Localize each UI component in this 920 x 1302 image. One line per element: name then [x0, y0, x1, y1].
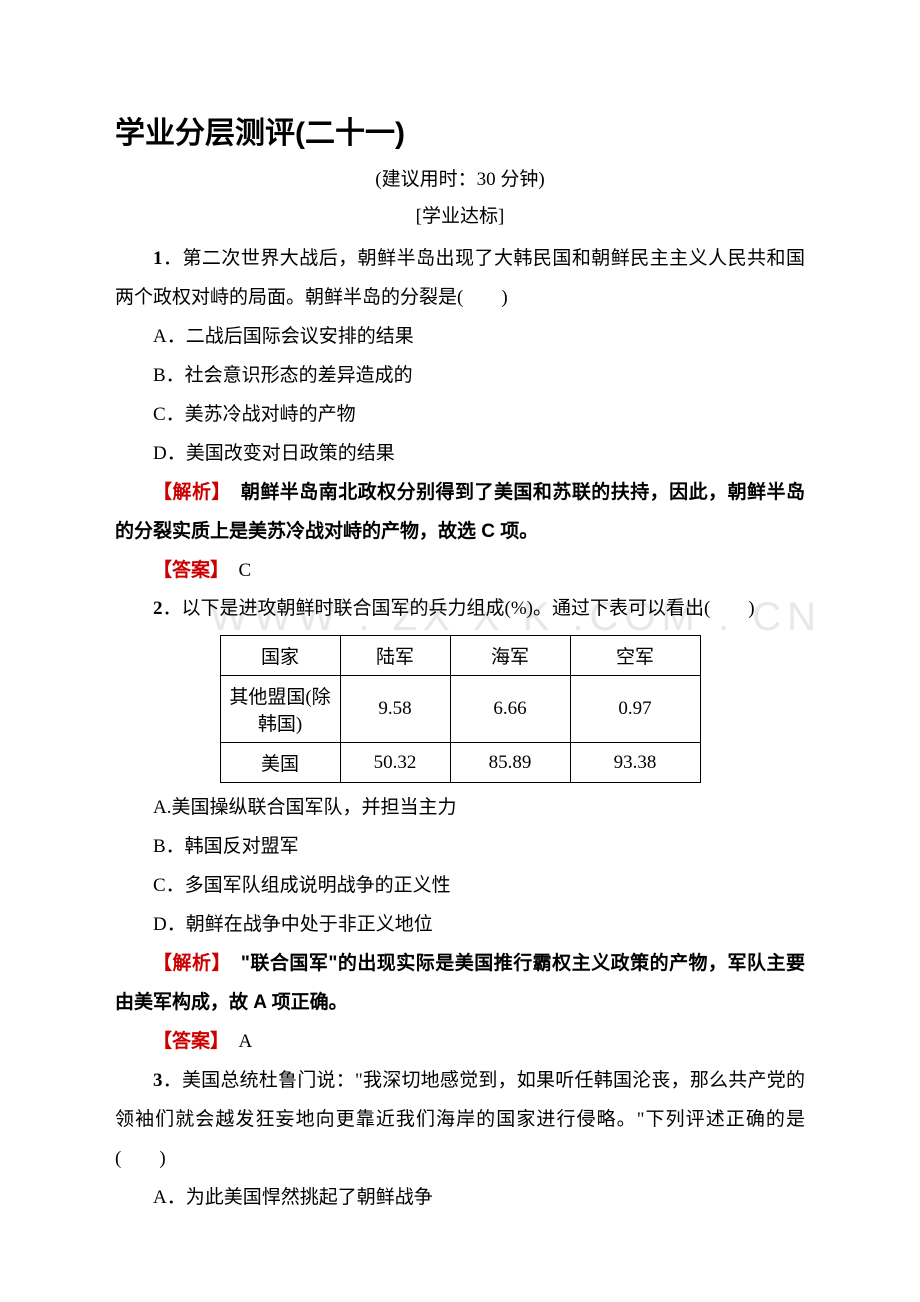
page-title: 学业分层测评(二十一): [115, 108, 805, 152]
q3-option-a: A．为此美国悍然挑起了朝鲜战争: [115, 1179, 805, 1218]
q3-stem-text: ．美国总统杜鲁门说："我深切地感觉到，如果听任韩国沦丧，那么共产党的领袖们就会越…: [115, 1070, 805, 1169]
q1-option-c: C．美苏冷战对峙的产物: [115, 396, 805, 435]
q2-answer: 【答案】 A: [115, 1023, 805, 1062]
cell-allies-air: 0.97: [570, 676, 700, 743]
analysis-label: 【解析】: [153, 482, 221, 503]
table-header-row: 国家 陆军 海军 空军: [220, 636, 700, 676]
q1-answer: 【答案】 C: [115, 552, 805, 591]
section-label: [学业达标]: [115, 201, 805, 228]
q1-analysis: 【解析】 朝鲜半岛南北政权分别得到了美国和苏联的扶持，因此，朝鲜半岛的分裂实质上…: [115, 474, 805, 552]
q3-number: 3: [153, 1070, 163, 1091]
cell-allies-army: 9.58: [340, 676, 450, 743]
q1-option-a: A．二战后国际会议安排的结果: [115, 318, 805, 357]
q3-stem: 3．美国总统杜鲁门说："我深切地感觉到，如果听任韩国沦丧，那么共产党的领袖们就会…: [115, 1062, 805, 1179]
q1-stem: 1．第二次世界大战后，朝鲜半岛出现了大韩民国和朝鲜民主主义人民共和国两个政权对峙…: [115, 240, 805, 318]
th-navy: 海军: [450, 636, 570, 676]
cell-allies: 其他盟国(除韩国): [220, 676, 340, 743]
cell-usa-army: 50.32: [340, 743, 450, 783]
answer-label: 【答案】: [153, 1031, 220, 1052]
q2-option-a: A.美国操纵联合国军队，并担当主力: [115, 789, 805, 828]
q2-answer-text: A: [220, 1031, 253, 1052]
table-row: 其他盟国(除韩国) 9.58 6.66 0.97: [220, 676, 700, 743]
cell-usa-navy: 85.89: [450, 743, 570, 783]
q2-analysis: 【解析】 "联合国军"的出现实际是美国推行霸权主义政策的产物，军队主要由美军构成…: [115, 945, 805, 1023]
time-suggestion: (建议用时：30 分钟): [115, 164, 805, 191]
q2-stem: 2．以下是进攻朝鲜时联合国军的兵力组成(%)。通过下表可以看出( ): [115, 590, 805, 629]
q2-table: 国家 陆军 海军 空军 其他盟国(除韩国) 9.58 6.66 0.97 美国 …: [220, 635, 701, 783]
cell-usa: 美国: [220, 743, 340, 783]
q2-option-d: D．朝鲜在战争中处于非正义地位: [115, 906, 805, 945]
q1-number: 1: [153, 248, 163, 269]
table-row: 美国 50.32 85.89 93.38: [220, 743, 700, 783]
q1-answer-text: C: [220, 560, 252, 581]
th-army: 陆军: [340, 636, 450, 676]
q1-option-d: D．美国改变对日政策的结果: [115, 435, 805, 474]
q2-stem-text: ．以下是进攻朝鲜时联合国军的兵力组成(%)。通过下表可以看出( ): [163, 598, 755, 619]
analysis-label: 【解析】: [153, 953, 221, 974]
th-country: 国家: [220, 636, 340, 676]
th-airforce: 空军: [570, 636, 700, 676]
page-content: 学业分层测评(二十一) (建议用时：30 分钟) [学业达标] 1．第二次世界大…: [115, 108, 805, 1218]
q2-number: 2: [153, 598, 163, 619]
q1-stem-text: ．第二次世界大战后，朝鲜半岛出现了大韩民国和朝鲜民主主义人民共和国两个政权对峙的…: [115, 248, 805, 308]
answer-label: 【答案】: [153, 560, 220, 581]
q2-option-c: C．多国军队组成说明战争的正义性: [115, 867, 805, 906]
cell-usa-air: 93.38: [570, 743, 700, 783]
q2-option-b: B．韩国反对盟军: [115, 828, 805, 867]
q1-option-b: B．社会意识形态的差异造成的: [115, 357, 805, 396]
cell-allies-navy: 6.66: [450, 676, 570, 743]
